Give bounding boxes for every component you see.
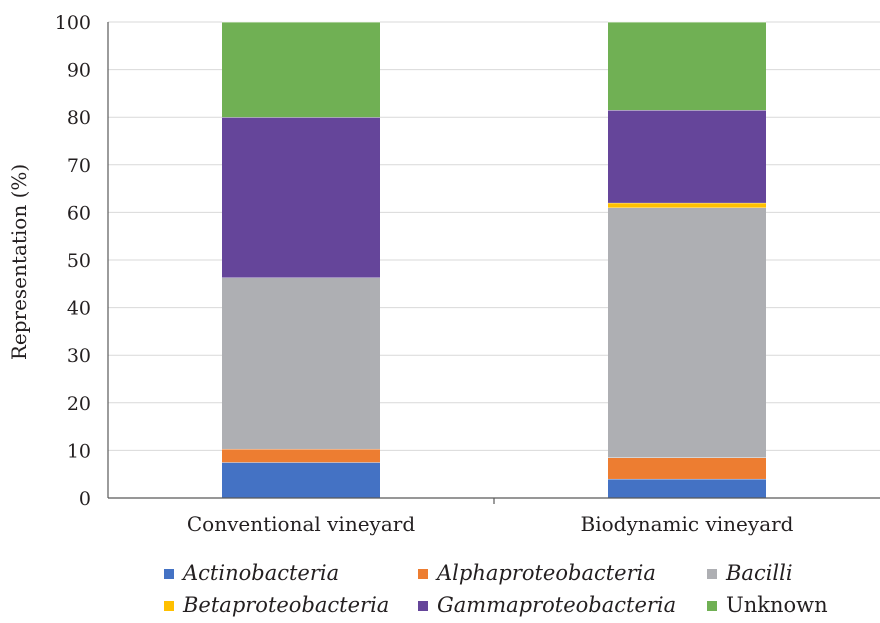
bar-segment — [222, 117, 380, 278]
bar-segment — [608, 457, 766, 479]
bar-segment — [222, 277, 380, 449]
legend-item: Alphaproteobacteria — [418, 561, 656, 585]
legend-label: Actinobacteria — [181, 561, 339, 585]
bar-segment — [608, 478, 766, 498]
bar-segment — [222, 22, 380, 118]
y-tick-label: 100 — [55, 12, 91, 34]
legend-swatch — [707, 601, 717, 611]
legend-item: Unknown — [707, 593, 828, 617]
legend: Actinobacteria Alphaproteobacteria Bacilli… — [164, 561, 828, 617]
x-category-label: Conventional vineyard — [187, 512, 415, 536]
legend-label: Alphaproteobacteria — [435, 561, 656, 585]
legend-swatch — [418, 601, 428, 611]
x-category-labels: Conventional vineyard Biodynamic vineyard — [187, 512, 794, 536]
y-tick-label: 30 — [67, 345, 91, 367]
y-tick-label: 0 — [79, 488, 91, 510]
y-tick-label: 90 — [67, 60, 91, 82]
legend-label: Bacilli — [725, 561, 793, 585]
y-tick-labels: 0 10 20 30 40 50 60 70 80 90 100 — [55, 12, 91, 510]
y-tick-label: 40 — [67, 298, 91, 320]
legend-swatch — [164, 601, 174, 611]
bar-segment — [608, 207, 766, 458]
y-tick-label: 20 — [67, 393, 91, 415]
legend-item: Bacilli — [707, 561, 793, 585]
y-tick-label: 70 — [67, 155, 91, 177]
y-tick-label: 10 — [67, 440, 91, 462]
legend-label: Betaproteobacteria — [182, 593, 389, 617]
bar-segment — [608, 202, 766, 208]
bar-segment — [222, 462, 380, 498]
y-tick-label: 80 — [67, 107, 91, 129]
bar-segment — [608, 110, 766, 203]
bar-segment — [608, 22, 766, 111]
legend-label: Unknown — [726, 593, 828, 617]
x-category-label: Biodynamic vineyard — [581, 512, 794, 536]
legend-item: Actinobacteria — [164, 561, 339, 585]
axes — [107, 22, 880, 504]
legend-item: Gammaproteobacteria — [418, 593, 676, 617]
legend-label: Gammaproteobacteria — [437, 593, 676, 617]
bar-segment — [222, 448, 380, 463]
legend-item: Betaproteobacteria — [164, 593, 389, 617]
y-tick-label: 60 — [67, 202, 91, 224]
y-tick-label: 50 — [67, 250, 91, 272]
legend-swatch — [164, 569, 174, 579]
legend-swatch — [707, 569, 717, 579]
bars — [222, 21, 766, 498]
legend-swatch — [418, 569, 428, 579]
y-axis-label: Representation (%) — [7, 164, 31, 360]
